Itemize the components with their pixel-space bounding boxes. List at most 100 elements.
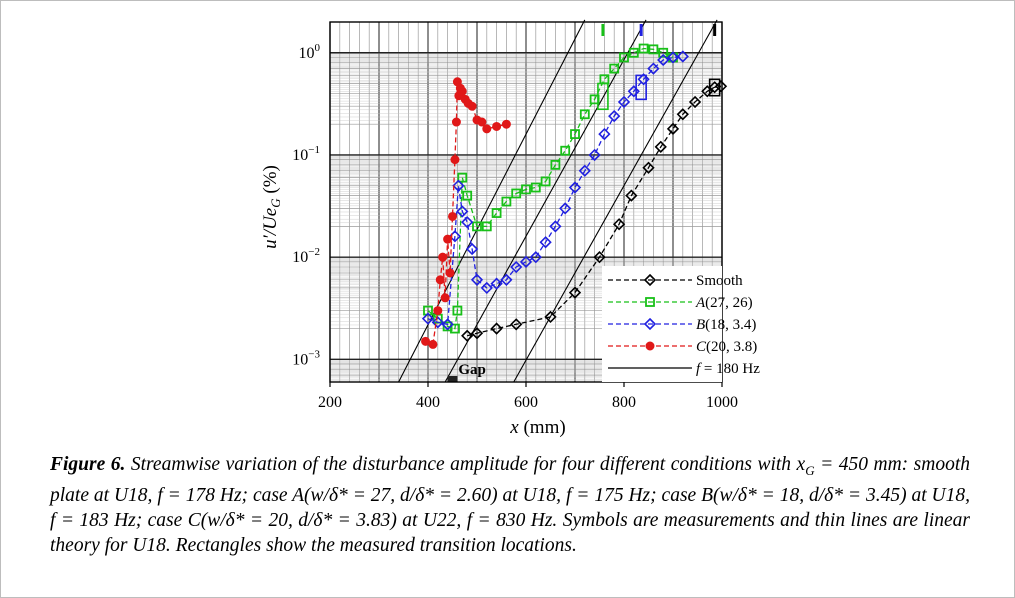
caption-rest: = 450 mm: smooth plate at U18, f = 178 H…: [50, 454, 971, 556]
legend-label: A(27, 26): [695, 295, 753, 311]
data-point: [593, 251, 606, 264]
legend-entry-1: A(27, 26): [608, 295, 753, 311]
data-point: [568, 286, 582, 299]
data-point: [480, 281, 493, 295]
data-point: [448, 211, 457, 221]
data-point: [490, 322, 503, 335]
data-series: [421, 43, 728, 349]
data-point: [510, 260, 523, 274]
data-point: [452, 305, 463, 316]
y-tick-label: 10−3: [292, 348, 320, 368]
data-point: [457, 172, 468, 183]
data-point: [450, 155, 460, 165]
x-tick-label: 200: [318, 394, 342, 411]
data-point: [560, 145, 571, 156]
data-point: [568, 181, 582, 194]
y-tick-label: 10−1: [292, 144, 320, 164]
data-point: [544, 310, 557, 324]
data-point: [421, 312, 435, 325]
data-point: [492, 121, 502, 131]
data-point: [714, 80, 728, 93]
data-point: [550, 159, 561, 170]
data-point: [450, 323, 460, 334]
y-tick-label: 10−2: [292, 246, 320, 266]
legend-marker: [643, 273, 657, 287]
data-point: [431, 316, 444, 329]
data-point: [438, 252, 448, 262]
gap-label: Gap: [458, 362, 486, 378]
data-point: [477, 117, 487, 127]
data-point: [456, 205, 469, 218]
data-point: [708, 81, 721, 94]
data-point: [500, 273, 513, 286]
data-point: [625, 189, 638, 202]
transition-rectangle: [635, 74, 647, 101]
data-point: [472, 221, 482, 232]
data-point: [451, 117, 461, 127]
legend-marker: [645, 341, 655, 351]
data-point: [465, 242, 479, 256]
data-point: [441, 318, 454, 331]
data-point: [467, 101, 477, 111]
y-tick-label: 100: [299, 42, 321, 62]
data-point: [521, 184, 531, 195]
legend-label: f = 180 Hz: [696, 361, 760, 377]
data-point: [612, 218, 626, 231]
data-point: [579, 109, 590, 120]
data-point: [666, 122, 680, 135]
data-point: [529, 251, 542, 264]
data-point: [481, 221, 492, 232]
x-tick-label: 600: [514, 394, 538, 411]
x-axis-title: x (mm): [509, 417, 565, 438]
data-point: [511, 188, 522, 199]
data-point: [647, 62, 660, 75]
data-point: [428, 339, 438, 349]
data-point: [676, 108, 689, 121]
data-point: [482, 124, 492, 134]
data-point: [421, 336, 431, 346]
data-point: [619, 52, 629, 63]
data-point: [540, 176, 551, 187]
data-point: [598, 127, 611, 141]
data-point: [578, 164, 591, 177]
data-point: [501, 119, 511, 129]
data-point: [608, 109, 621, 123]
caption-text: Streamwise variation of the disturbance …: [130, 454, 806, 475]
series-line: [467, 85, 722, 337]
data-point: [617, 95, 631, 109]
series-3: [421, 77, 511, 349]
data-point: [654, 140, 667, 153]
data-point: [440, 293, 450, 303]
data-point: [638, 43, 649, 54]
data-point: [570, 129, 580, 139]
data-point: [642, 161, 655, 174]
data-point: [491, 208, 502, 218]
legend-entry-0: Smooth: [608, 273, 743, 289]
caption-label: Figure 6.: [50, 454, 126, 475]
legend-label: B(18, 3.4): [696, 317, 756, 333]
data-point: [701, 85, 714, 98]
legend-entry-4: f = 180 Hz: [608, 361, 760, 377]
legend-entry-3: C(20, 3.8): [608, 339, 757, 355]
legend: Smooth A(27, 26) B(18, 3.4) C(20, 3.8) f = 1…: [602, 266, 760, 382]
data-point: [588, 148, 601, 162]
data-point: [443, 234, 453, 244]
data-point: [445, 268, 455, 278]
data-point: [628, 47, 639, 58]
data-point: [435, 275, 445, 285]
data-point: [462, 190, 473, 201]
data-point: [530, 182, 541, 193]
data-point: [658, 47, 669, 58]
legend-marker: [643, 317, 657, 331]
y-axis-title: u′/UeG (%): [260, 165, 283, 249]
gap-marker: [447, 376, 458, 382]
x-tick-label: 400: [416, 394, 440, 411]
data-point: [433, 306, 443, 316]
data-point: [559, 202, 572, 215]
transition-rectangle: [708, 78, 721, 97]
theory-line: [513, 19, 718, 383]
data-point: [549, 220, 562, 233]
data-point: [539, 236, 552, 249]
transition-rectangle: [597, 82, 609, 111]
figure-caption: Figure 6. Streamwise variation of the di…: [50, 452, 970, 558]
